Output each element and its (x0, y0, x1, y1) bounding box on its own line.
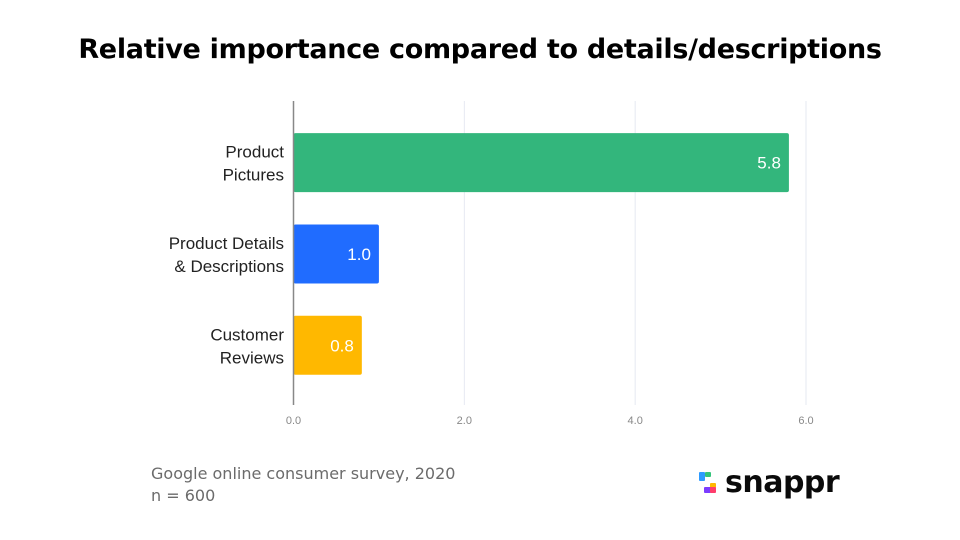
logo-text: snappr (725, 465, 840, 500)
category-label: Customer Reviews (210, 325, 284, 367)
category-label: Product Details & Descriptions (169, 234, 284, 276)
x-tick-label: 6.0 (798, 415, 813, 427)
x-tick-label: 2.0 (457, 415, 472, 427)
source-note: Google online consumer survey, 2020 n = … (151, 463, 455, 507)
category-labels: Product Pictures Product Details & Descript… (169, 143, 285, 368)
value-labels: 5.8 1.0 0.8 (330, 154, 781, 356)
snappr-logo-icon (699, 472, 719, 494)
chart-title: Relative importance compared to details/… (78, 34, 882, 65)
bar (293, 224, 379, 284)
sample-size: n = 600 (151, 486, 216, 505)
bar (293, 133, 789, 193)
value-label: 0.8 (330, 336, 354, 355)
category-label: Product Pictures (223, 143, 285, 185)
x-tick-labels: 0.0 2.0 4.0 6.0 (286, 415, 814, 427)
snappr-logo: snappr (699, 465, 840, 500)
x-tick-label: 0.0 (286, 415, 301, 427)
x-tick-label: 4.0 (628, 415, 643, 427)
bar (293, 315, 362, 375)
value-label: 1.0 (347, 245, 371, 264)
source-line: Google online consumer survey, 2020 (151, 464, 456, 483)
bars (293, 133, 789, 375)
value-label: 5.8 (757, 154, 781, 173)
